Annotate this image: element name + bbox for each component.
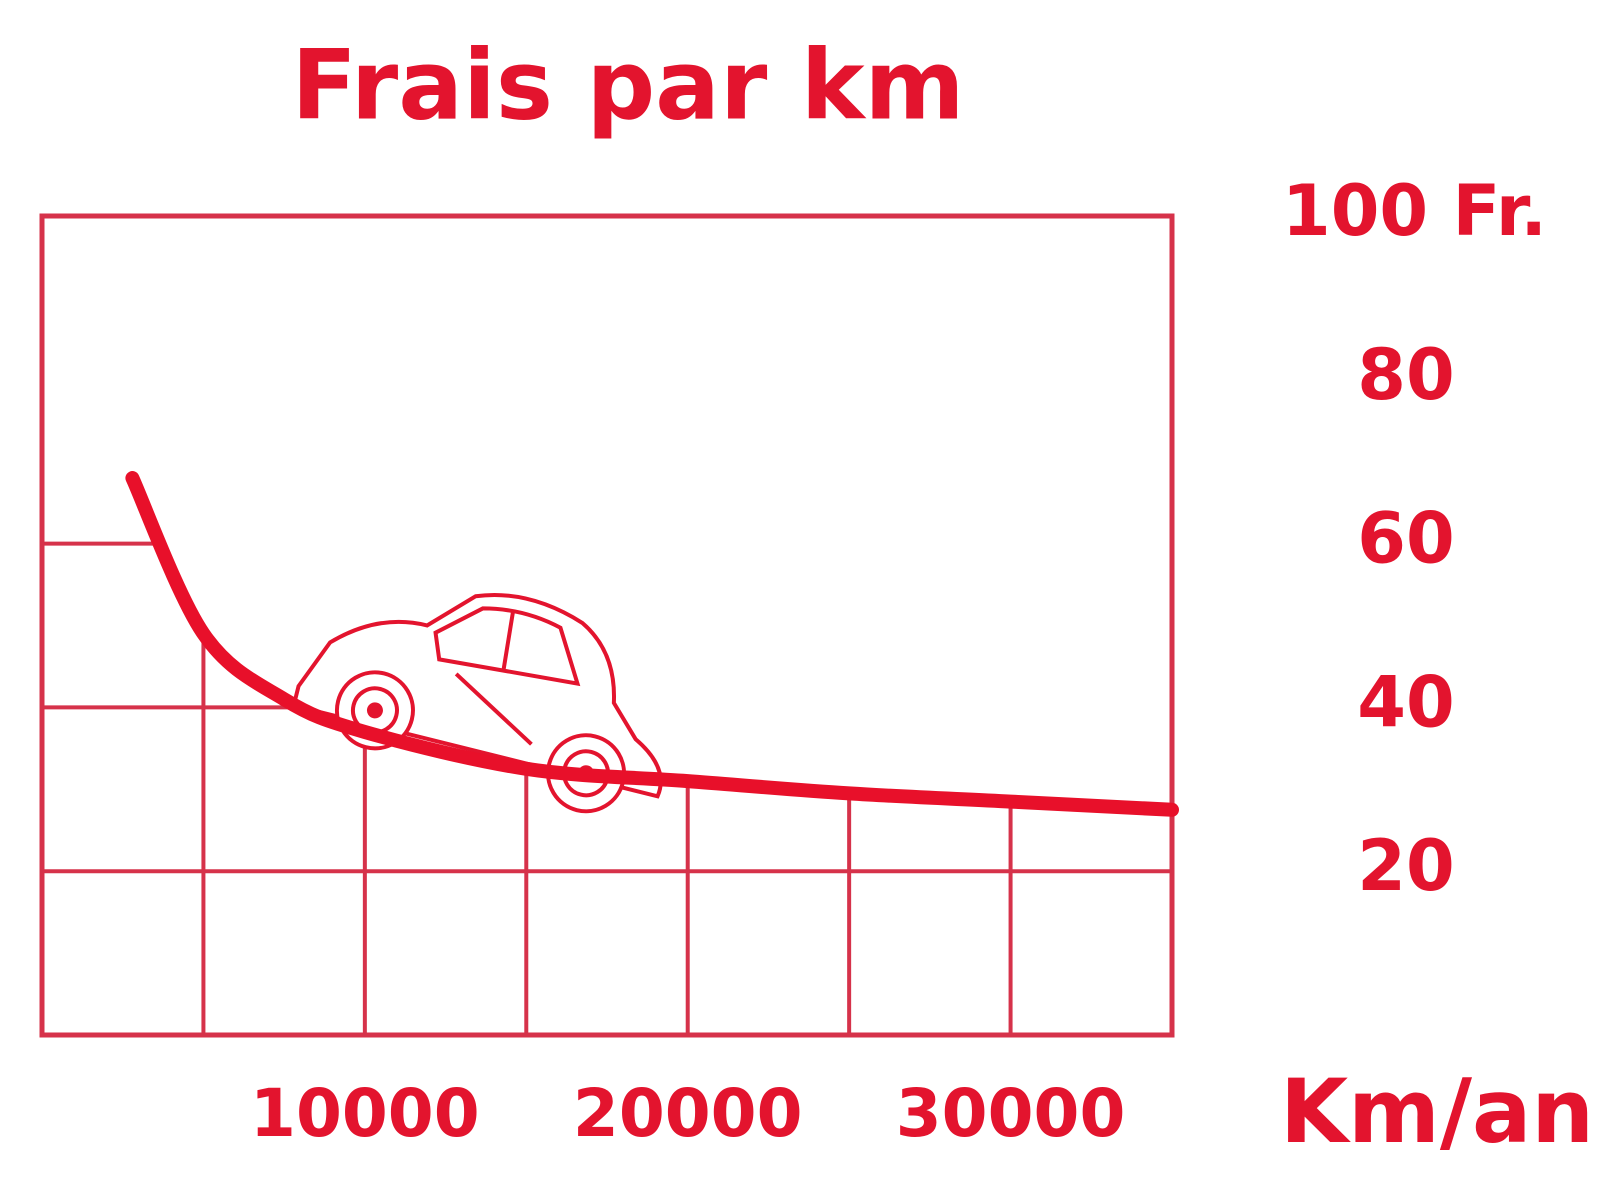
x-tick-label: 10000 [250,1075,480,1152]
page: {"chart_data": {"type": "line", "title":… [0,0,1615,1181]
y-tick-label: 20 [1357,825,1454,907]
car-illustration [286,550,697,828]
x-tick-label: 30000 [896,1075,1126,1152]
x-tick-label: 20000 [573,1075,803,1152]
plot-frame [42,216,1172,1035]
chart-title: Frais par km [291,29,964,141]
y-tick-label: 80 [1357,334,1454,416]
y-tick-label: 60 [1357,498,1454,580]
x-axis-label: Km/an [1280,1060,1594,1163]
y-tick-label: 100 Fr. [1282,170,1547,252]
y-tick-label: 40 [1357,661,1454,743]
grid [42,216,1172,1035]
chart: Frais par km Km/an 20 40 60 80 100 Fr. 10000 2… [0,0,1615,1181]
